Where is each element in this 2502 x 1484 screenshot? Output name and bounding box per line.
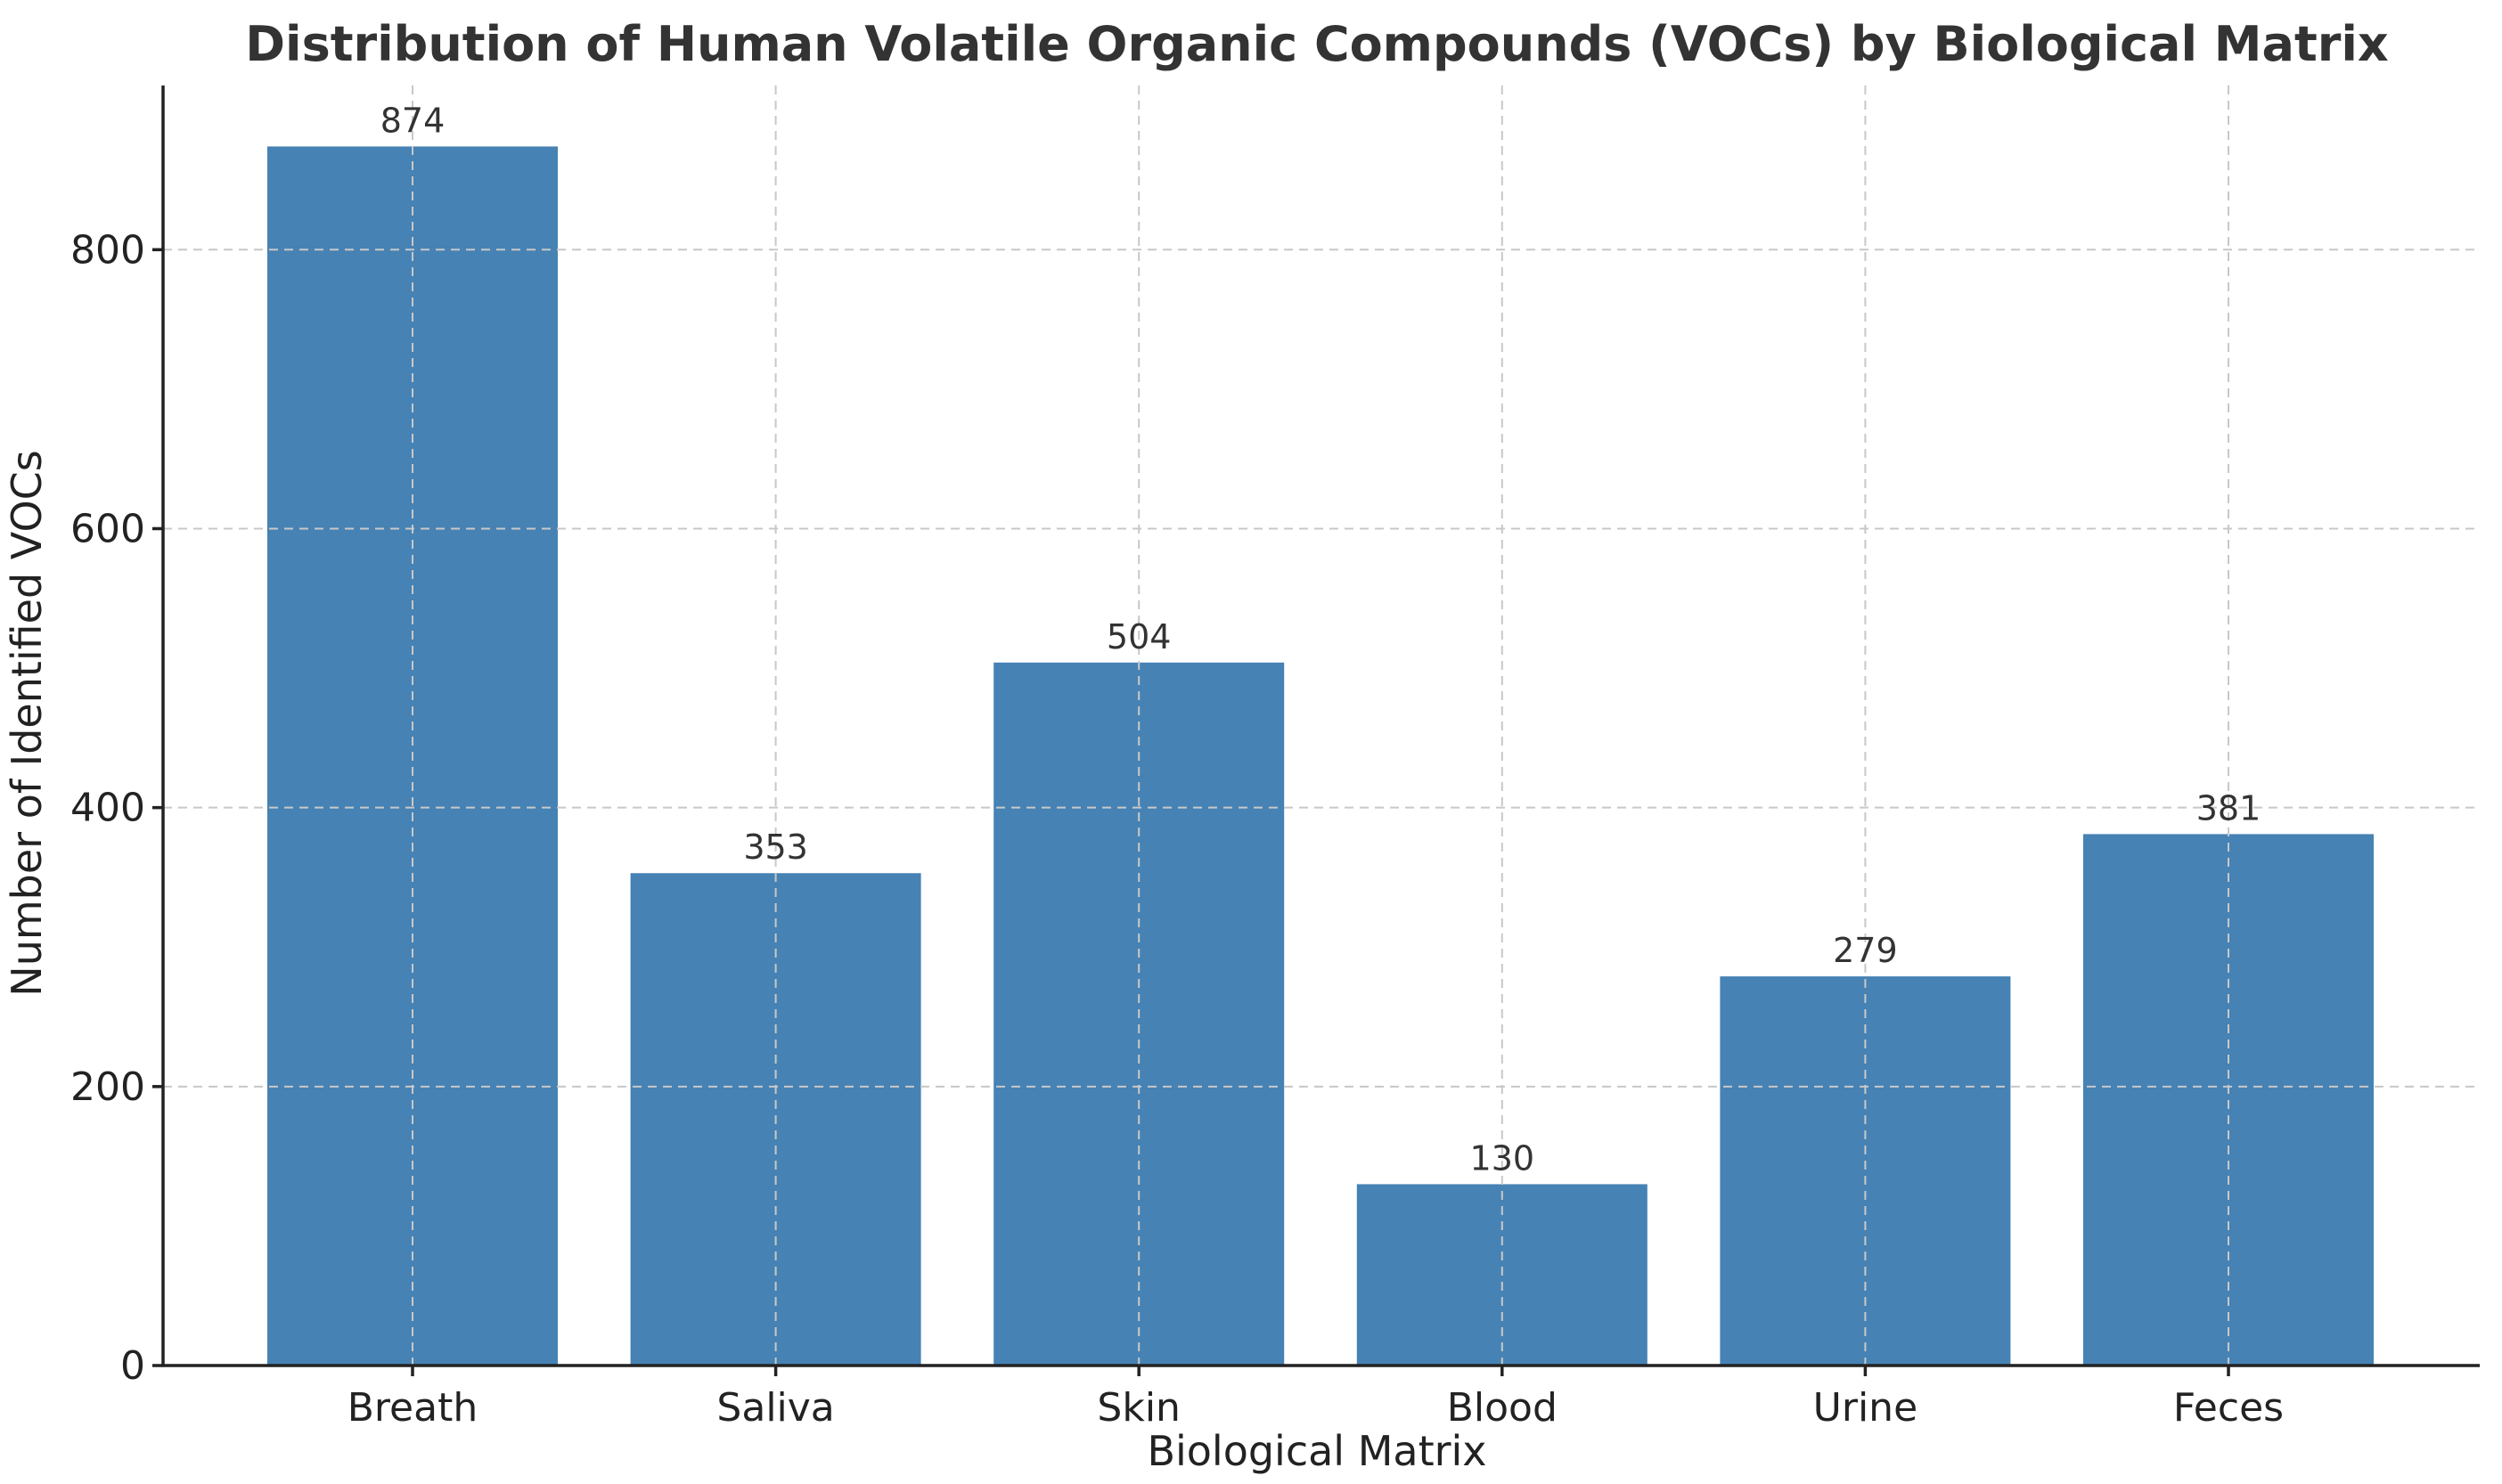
chart-title: Distribution of Human Volatile Organic C… xyxy=(245,16,2389,72)
data-label-breath: 874 xyxy=(380,101,446,140)
data-label-feces: 381 xyxy=(2196,788,2261,828)
data-label-blood: 130 xyxy=(1470,1138,1535,1178)
x-tick-label-blood: Blood xyxy=(1447,1385,1558,1431)
bar-urine xyxy=(1720,976,2011,1366)
labels-layer: 0 200 400 600 800 Breath Saliva Skin Blood Urine F… xyxy=(70,101,2284,1431)
x-axis-title: Biological Matrix xyxy=(1147,1427,1486,1475)
y-tick-label-600: 600 xyxy=(70,506,145,551)
grid-layer xyxy=(163,86,2480,1366)
data-label-saliva: 353 xyxy=(743,828,808,867)
data-label-urine: 279 xyxy=(1833,931,1898,970)
y-tick-label-0: 0 xyxy=(120,1343,145,1389)
x-tick-label-breath: Breath xyxy=(348,1385,478,1431)
y-tick-label-200: 200 xyxy=(70,1064,145,1110)
x-tick-label-feces: Feces xyxy=(2173,1385,2284,1431)
x-tick-label-saliva: Saliva xyxy=(716,1385,834,1431)
y-tick-label-800: 800 xyxy=(70,227,145,273)
data-label-skin: 504 xyxy=(1107,617,1172,656)
x-tick-label-urine: Urine xyxy=(1813,1385,1917,1431)
bars-layer xyxy=(267,146,2374,1366)
axes-layer xyxy=(152,86,2480,1376)
y-tick-label-400: 400 xyxy=(70,786,145,831)
x-tick-label-skin: Skin xyxy=(1097,1385,1181,1431)
y-axis-title: Number of Identified VOCs xyxy=(3,450,51,996)
